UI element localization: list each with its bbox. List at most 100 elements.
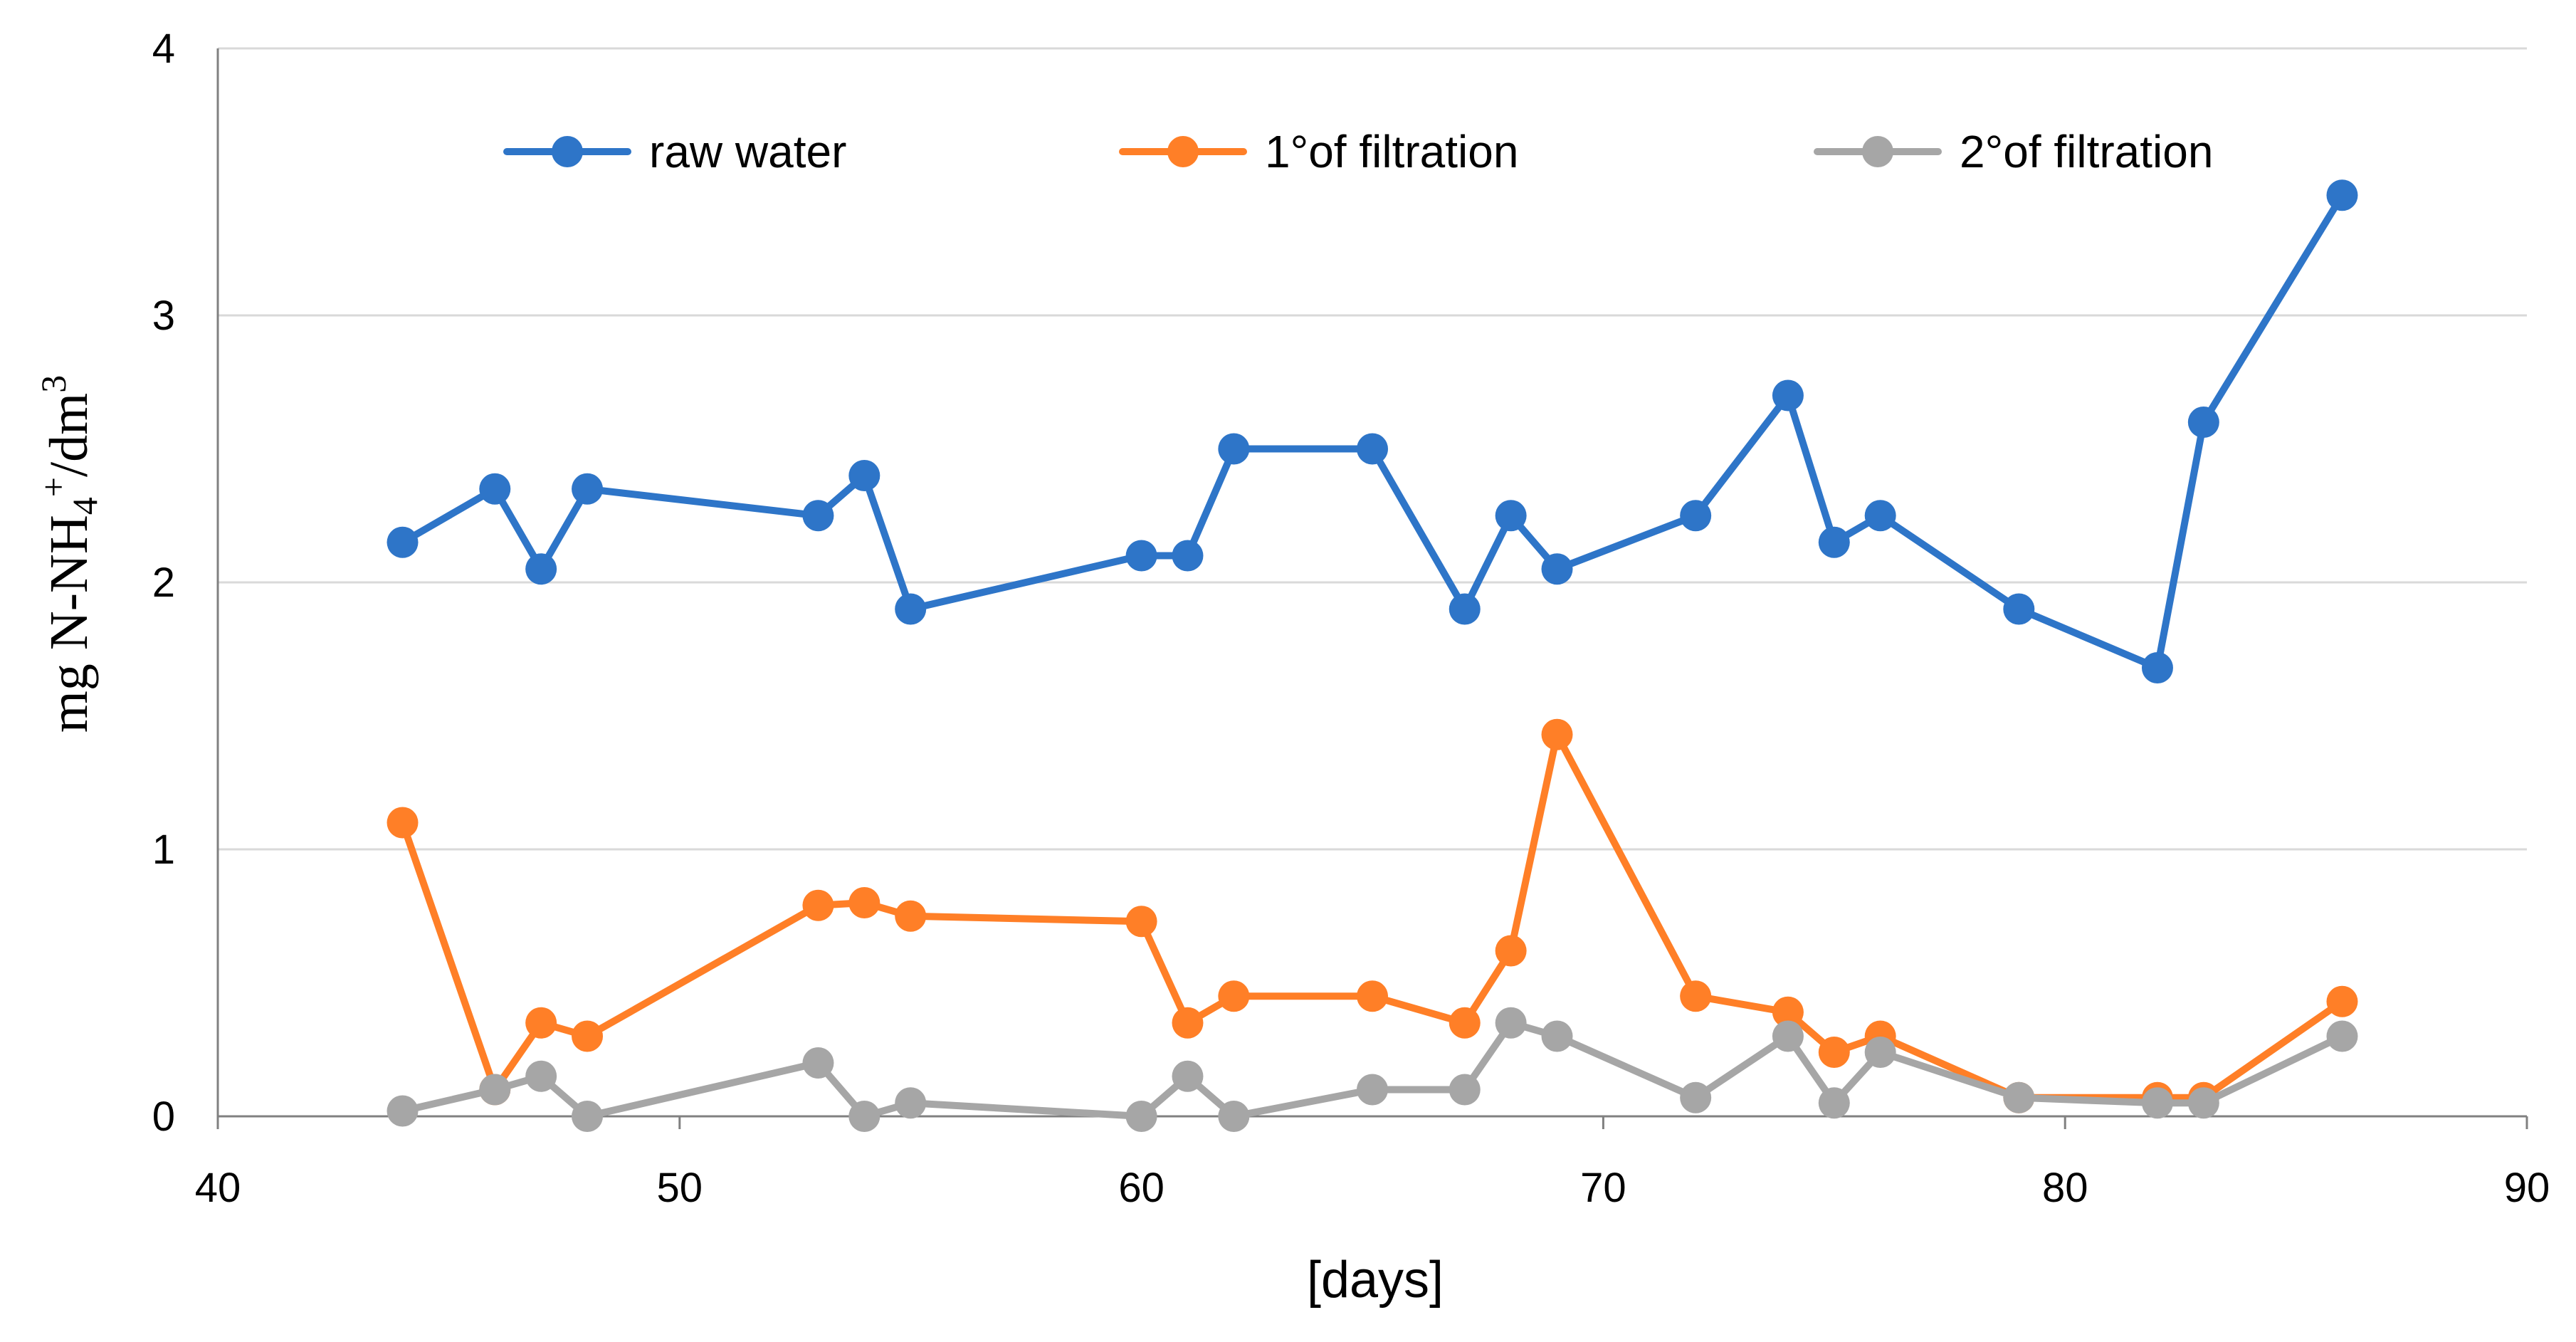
data-point bbox=[895, 900, 927, 932]
data-point bbox=[479, 1074, 511, 1106]
data-point bbox=[525, 1007, 557, 1039]
y-tick-label: 0 bbox=[152, 1094, 175, 1140]
data-point bbox=[1680, 1081, 1712, 1113]
x-tick-label: 70 bbox=[1580, 1165, 1626, 1211]
y-tick-label: 2 bbox=[152, 560, 175, 606]
data-point bbox=[1172, 1060, 1204, 1092]
y-tick-label: 1 bbox=[152, 827, 175, 873]
data-point bbox=[2141, 1087, 2173, 1119]
legend-item: raw water bbox=[503, 126, 846, 177]
series-2 bbox=[387, 1007, 2358, 1132]
data-point bbox=[802, 500, 834, 532]
y-axis-title-superscript: + bbox=[33, 477, 73, 497]
x-axis-title: [days] bbox=[1307, 1252, 1444, 1309]
data-point bbox=[1772, 996, 1804, 1028]
x-tick-label: 60 bbox=[1118, 1165, 1165, 1211]
data-point bbox=[1864, 1037, 1896, 1068]
data-point bbox=[2326, 179, 2358, 211]
data-point bbox=[572, 473, 604, 505]
data-point bbox=[1495, 935, 1527, 967]
axis-layer: 0 1 2 3 4 40 50 60 70 80 90 bbox=[152, 26, 2550, 1211]
x-tick-label: 80 bbox=[2042, 1165, 2088, 1211]
legend-label: 1°of filtration bbox=[1265, 126, 1518, 177]
y-axis-title-subscript: 4 bbox=[65, 497, 105, 515]
data-point bbox=[1357, 1074, 1388, 1106]
data-point bbox=[525, 1060, 557, 1092]
legend-item: 1°of filtration bbox=[1119, 126, 1518, 177]
legend-marker bbox=[1167, 136, 1199, 167]
data-point bbox=[802, 889, 834, 921]
data-point bbox=[1125, 906, 1157, 938]
data-point bbox=[1818, 1087, 1850, 1119]
legend-label: raw water bbox=[649, 126, 846, 177]
data-point bbox=[1449, 1007, 1481, 1039]
data-point bbox=[1772, 1020, 1804, 1052]
data-point bbox=[1680, 980, 1712, 1012]
y-tick-label: 4 bbox=[152, 26, 175, 72]
data-point bbox=[1495, 1007, 1527, 1039]
data-point bbox=[2003, 1081, 2035, 1113]
data-point bbox=[2326, 985, 2358, 1017]
data-point bbox=[572, 1020, 604, 1052]
data-point bbox=[1680, 500, 1712, 532]
x-tick-label: 90 bbox=[2504, 1165, 2550, 1211]
series-layer bbox=[387, 179, 2358, 1132]
data-point bbox=[1218, 433, 1250, 465]
data-point bbox=[1357, 980, 1388, 1012]
y-axis-title: mg N-NH4+/dm3 bbox=[33, 375, 105, 733]
data-point bbox=[895, 1087, 927, 1119]
data-point bbox=[1172, 540, 1204, 572]
data-point bbox=[2141, 652, 2173, 683]
data-point bbox=[848, 1101, 880, 1132]
x-tick-label: 40 bbox=[195, 1165, 241, 1211]
data-point bbox=[1125, 540, 1157, 572]
data-point bbox=[1218, 980, 1250, 1012]
legend: raw water 1°of filtration 2°of filtration bbox=[503, 126, 2213, 177]
y-axis-title-superscript2: 3 bbox=[33, 375, 73, 393]
grid-layer bbox=[218, 47, 2527, 851]
series-0 bbox=[387, 179, 2358, 683]
data-point bbox=[895, 593, 927, 625]
data-point bbox=[387, 1095, 419, 1127]
data-point bbox=[525, 553, 557, 585]
data-point bbox=[848, 460, 880, 491]
data-point bbox=[2003, 593, 2035, 625]
data-point bbox=[387, 807, 419, 839]
y-axis-title-prefix: mg N-NH bbox=[39, 515, 99, 733]
data-point bbox=[1541, 718, 1573, 750]
legend-marker bbox=[552, 136, 583, 167]
data-point bbox=[848, 887, 880, 918]
legend-label: 2°of filtration bbox=[1960, 126, 2213, 177]
series-line bbox=[399, 730, 2346, 1101]
data-point bbox=[1218, 1101, 1250, 1132]
data-point bbox=[1541, 1020, 1573, 1052]
data-point bbox=[2187, 407, 2219, 438]
series-1 bbox=[387, 718, 2358, 1113]
data-point bbox=[1449, 1074, 1481, 1106]
data-point bbox=[1125, 1101, 1157, 1132]
y-tick-label: 3 bbox=[152, 293, 175, 339]
data-point bbox=[1541, 553, 1573, 585]
data-point bbox=[1357, 433, 1388, 465]
data-point bbox=[479, 473, 511, 505]
legend-marker bbox=[1862, 136, 1893, 167]
data-point bbox=[2326, 1020, 2358, 1052]
x-tick-label: 50 bbox=[657, 1165, 703, 1211]
data-point bbox=[1449, 593, 1481, 625]
data-point bbox=[387, 526, 419, 558]
series-line bbox=[399, 1019, 2346, 1120]
data-point bbox=[2187, 1087, 2219, 1119]
data-point bbox=[1818, 1037, 1850, 1068]
y-axis-title-middle: /dm bbox=[39, 393, 99, 477]
data-point bbox=[1495, 500, 1527, 532]
data-point bbox=[1818, 526, 1850, 558]
data-point bbox=[1772, 379, 1804, 411]
data-point bbox=[802, 1047, 834, 1079]
data-point bbox=[1172, 1007, 1204, 1039]
series-line bbox=[399, 192, 2346, 671]
legend-item: 2°of filtration bbox=[1814, 126, 2213, 177]
data-point bbox=[1864, 500, 1896, 532]
data-point bbox=[572, 1101, 604, 1132]
